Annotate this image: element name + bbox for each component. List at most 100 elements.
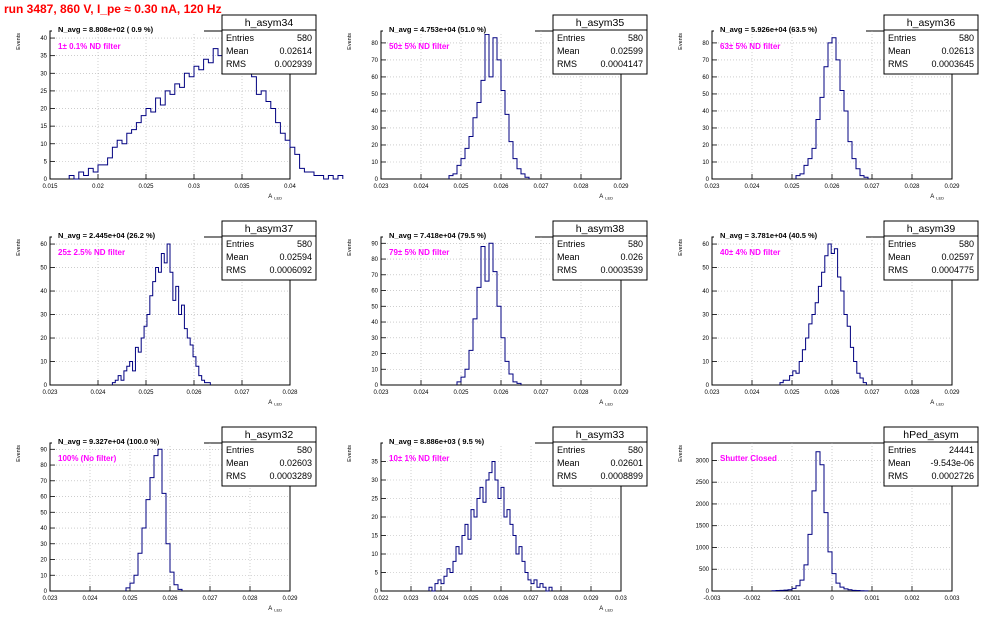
y-tick-label: 10: [371, 367, 378, 373]
y-tick-label: 80: [702, 41, 709, 47]
stats-mean-value: 0.02603: [279, 458, 312, 468]
x-axis-title: A LED: [599, 400, 613, 407]
filter-label: 63± 5% ND filter: [720, 42, 780, 51]
y-tick-label: 15: [40, 124, 47, 130]
x-axis-title-main: A: [599, 194, 603, 200]
y-tick-label: 40: [40, 526, 47, 532]
y-tick-label: 0: [706, 383, 710, 389]
stats-mean-value: 0.026: [620, 252, 643, 262]
x-tick-label: 0.024: [744, 184, 760, 190]
navg-box: [714, 23, 866, 34]
x-tick-label: 0.029: [583, 596, 599, 602]
stats-entries-label: Entries: [226, 445, 255, 455]
stats-entries-value: 580: [628, 445, 643, 455]
y-axis-title: Events: [678, 239, 684, 256]
y-tick-label: 90: [40, 447, 47, 453]
stats-rms-value: 0.0003289: [269, 471, 312, 481]
y-tick-label: 0: [375, 177, 379, 183]
x-tick-label: 0.001: [864, 596, 880, 602]
x-tick-label: 0.02: [92, 184, 104, 190]
x-tick-label: 0.025: [463, 596, 479, 602]
y-tick-label: 0: [44, 177, 48, 183]
y-axis-title: Events: [347, 445, 353, 462]
y-tick-label: 20: [40, 558, 47, 564]
stats-title: h_asym32: [245, 429, 294, 441]
x-tick-label: 0.028: [904, 184, 920, 190]
x-tick-label: 0.025: [138, 184, 154, 190]
y-tick-label: 70: [371, 58, 378, 64]
y-tick-label: 20: [702, 336, 709, 342]
y-tick-label: 0: [706, 177, 710, 183]
histogram-panel-h_asym39: 0.023 0.024 0.025 0.026 0.027 0.028 0.029 0 10 20…: [678, 220, 979, 407]
histogram-series: [428, 461, 553, 592]
x-axis-title: A LED: [268, 400, 282, 407]
stats-rms-value: 0.002939: [274, 59, 312, 69]
histogram-panel-h_asym34: 0.015 0.02 0.025 0.03 0.035 0.04 0 5 10 15 20 25 30 3…: [16, 14, 344, 201]
y-tick-label: 2500: [696, 480, 710, 486]
stats-rms-label: RMS: [888, 265, 908, 275]
y-tick-label: 0: [44, 383, 48, 389]
y-tick-label: 15: [371, 534, 378, 540]
y-tick-label: 40: [40, 36, 47, 42]
y-tick-label: 60: [702, 242, 709, 248]
x-tick-label: 0.023: [373, 390, 389, 396]
y-tick-label: 0: [706, 589, 710, 595]
stats-box: [221, 14, 317, 75]
x-tick-label: -0.001: [783, 596, 801, 602]
x-tick-label: -0.003: [703, 596, 721, 602]
x-tick-label: 0.023: [373, 184, 389, 190]
x-tick-label: 0.025: [784, 184, 800, 190]
x-axis-title-main: A: [268, 194, 272, 200]
histogram-series: [68, 41, 344, 180]
y-tick-label: 50: [371, 304, 378, 310]
x-tick-label: 0.022: [373, 596, 389, 602]
y-axis-title: Events: [678, 33, 684, 50]
navg-label: N_avg = 5.926e+04 (63.5 %): [720, 25, 818, 34]
y-tick-label: 1500: [696, 524, 710, 530]
x-tick-label: 0.029: [944, 184, 960, 190]
y-tick-label: 10: [40, 573, 47, 579]
filter-label: 100% (No filter): [58, 454, 117, 463]
x-tick-label: 0.023: [42, 390, 58, 396]
x-axis-title-sub: LED: [605, 608, 613, 613]
stats-box: [883, 220, 979, 281]
y-axis-title: Events: [16, 445, 22, 462]
stats-mean-label: Mean: [888, 458, 911, 468]
y-tick-label: 90: [371, 241, 378, 247]
stats-rms-label: RMS: [557, 265, 577, 275]
y-tick-label: 60: [371, 289, 378, 295]
x-tick-label: 0.023: [704, 184, 720, 190]
x-tick-label: 0.024: [82, 596, 98, 602]
stats-mean-value: 0.02613: [941, 46, 974, 56]
x-tick-label: 0.025: [122, 596, 138, 602]
stats-entries-label: Entries: [557, 445, 586, 455]
x-axis-title-main: A: [599, 400, 603, 406]
y-tick-label: 30: [40, 71, 47, 77]
y-tick-label: 60: [40, 495, 47, 501]
x-axis-title-sub: LED: [274, 402, 282, 407]
y-tick-label: 0: [375, 383, 379, 389]
y-tick-label: 30: [371, 126, 378, 132]
stats-box: [552, 426, 648, 487]
y-tick-label: 10: [40, 142, 47, 148]
stats-mean-label: Mean: [557, 46, 580, 56]
x-tick-label: 0.015: [42, 184, 58, 190]
y-tick-label: 20: [702, 143, 709, 149]
x-tick-label: 0.024: [744, 390, 760, 396]
stats-entries-value: 580: [297, 445, 312, 455]
stats-mean-label: Mean: [888, 252, 911, 262]
y-tick-label: 30: [702, 313, 709, 319]
x-axis-title-sub: LED: [274, 196, 282, 201]
filter-label: 50± 5% ND filter: [389, 42, 449, 51]
stats-rms-label: RMS: [557, 59, 577, 69]
x-tick-label: 0.029: [282, 596, 298, 602]
y-tick-label: 50: [702, 92, 709, 98]
stats-entries-value: 580: [959, 239, 974, 249]
navg-box: [383, 23, 535, 34]
stats-rms-label: RMS: [557, 471, 577, 481]
y-tick-label: 60: [40, 242, 47, 248]
y-tick-label: 20: [40, 107, 47, 113]
y-tick-label: 25: [40, 89, 47, 95]
x-tick-label: 0.027: [523, 596, 539, 602]
y-axis-title: Events: [16, 239, 22, 256]
